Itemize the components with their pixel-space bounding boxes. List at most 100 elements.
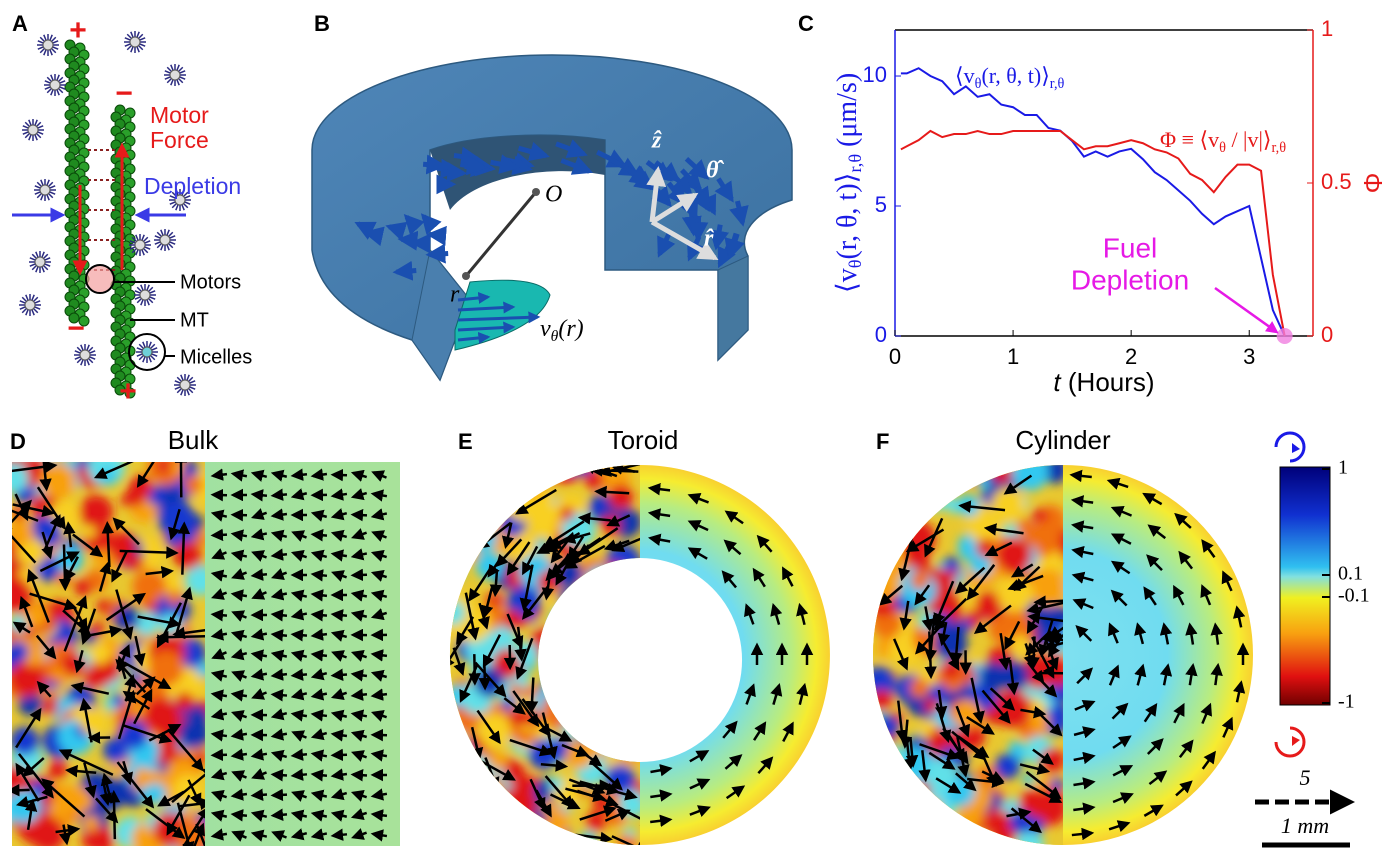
flow-arrow	[358, 224, 362, 226]
vorticity-blob	[909, 822, 930, 843]
vorticity-blob	[83, 526, 96, 539]
micelle	[164, 64, 186, 86]
vorticity-blob	[529, 452, 561, 484]
text-part: (r, θ, t)⟩	[981, 63, 1049, 88]
label: Motors	[180, 271, 241, 293]
label: MT	[180, 309, 209, 331]
vorticity-blob	[616, 737, 643, 764]
vorticity-blob	[870, 491, 902, 523]
micelle	[124, 31, 146, 53]
flow-arrow	[444, 172, 464, 173]
vorticity-blob	[464, 828, 495, 849]
vorticity-blob	[895, 798, 909, 812]
figure: A B C D E F + − Motor Force Depletion Mo…	[0, 0, 1387, 849]
velocity-arrow	[373, 694, 387, 696]
x-tick-label: 3	[1243, 344, 1255, 369]
vorticity-blob	[870, 731, 894, 755]
cut-face	[718, 256, 748, 360]
vorticity-blob	[446, 527, 482, 563]
velocity-arrow	[313, 574, 327, 576]
velocity-arrow	[495, 570, 497, 594]
text-part: / |v|⟩	[1226, 127, 1272, 152]
x-tick-label: 1	[1007, 344, 1019, 369]
vorticity-blob	[474, 770, 499, 795]
text-part: r,θ	[1050, 76, 1065, 92]
micelle-core	[142, 347, 152, 357]
vorticity-blob	[174, 542, 202, 570]
text-part: r,θ	[845, 154, 865, 173]
micelle-core	[180, 380, 190, 390]
panel-label: E	[458, 429, 473, 454]
text-part: ⟨v	[955, 63, 975, 88]
vorticity-blob	[588, 498, 605, 515]
polarity: +	[119, 375, 137, 408]
vorticity-blob	[452, 483, 481, 512]
panel-label: B	[314, 11, 330, 36]
flow-arrow	[424, 216, 426, 218]
velocity-arrow	[273, 614, 287, 615]
vorticity-blob	[48, 760, 67, 779]
vorticity-blob	[627, 715, 651, 739]
micelle-core	[135, 240, 145, 250]
vorticity-blob	[569, 611, 589, 631]
vorticity-blob	[577, 559, 615, 597]
flow-arrow	[401, 239, 412, 240]
vorticity-blob	[971, 458, 992, 479]
vorticity-blob	[578, 615, 611, 648]
cw-icon	[1276, 728, 1304, 756]
colorbar-tick-label: 0.1	[1338, 563, 1363, 585]
text-part: r,θ	[1271, 140, 1286, 156]
vorticity-blob	[474, 512, 493, 531]
vorticity-blob	[558, 709, 571, 722]
micelle	[22, 119, 44, 141]
vorticity-blob	[937, 466, 954, 483]
velocity-arrow	[293, 474, 307, 476]
vorticity-blob	[894, 481, 920, 507]
vorticity-blob	[603, 563, 626, 586]
velocity-arrow	[273, 554, 287, 556]
vorticity-blob	[882, 450, 919, 487]
vorticity-blob	[872, 486, 888, 502]
polarity: +	[69, 14, 87, 47]
vorticity-blob	[614, 562, 632, 580]
vorticity-blob	[603, 714, 628, 739]
vorticity-blob	[130, 556, 144, 570]
vorticity-blob	[632, 694, 645, 707]
velocity-arrow	[213, 755, 227, 756]
vorticity-blob	[860, 770, 887, 797]
vorticity-blob	[483, 451, 511, 479]
vorticity-blob	[477, 782, 500, 805]
vorticity-blob	[584, 565, 622, 603]
label: Force	[150, 127, 209, 153]
micelle-core	[28, 125, 38, 135]
velocity-arrow	[313, 654, 327, 656]
vorticity-blob	[862, 804, 888, 830]
flow-arrow	[407, 217, 409, 219]
vorticity-blob	[977, 477, 990, 490]
vorticity-blob	[459, 462, 494, 497]
panel-title: Toroid	[608, 425, 679, 455]
vorticity-blob	[10, 727, 39, 756]
vorticity-blob	[991, 461, 1014, 484]
vorticity-blob	[927, 799, 942, 814]
vorticity-blob	[891, 467, 925, 501]
panel-e: Toroid	[434, 425, 830, 849]
vorticity-blob	[914, 455, 941, 482]
colorbar-tick-label: 1	[1338, 457, 1348, 479]
velocity-arrow	[273, 494, 287, 495]
panel-label: C	[798, 11, 814, 36]
flow-arrow	[698, 216, 699, 238]
vorticity-blob	[505, 464, 533, 492]
micelle-core	[140, 290, 150, 300]
vorticity-blob	[590, 677, 603, 690]
vorticity-blob	[480, 822, 516, 849]
velocity-arrow	[273, 694, 287, 695]
vorticity-blob	[501, 787, 537, 823]
vorticity-blob	[518, 472, 544, 498]
vorticity-blob	[445, 524, 475, 554]
y-tick-label: 0	[875, 322, 887, 347]
x-axis-label: t (Hours)	[1053, 367, 1154, 397]
velocity-arrow	[213, 535, 227, 536]
vorticity-blob	[610, 685, 647, 722]
vorticity-blob	[614, 638, 636, 660]
